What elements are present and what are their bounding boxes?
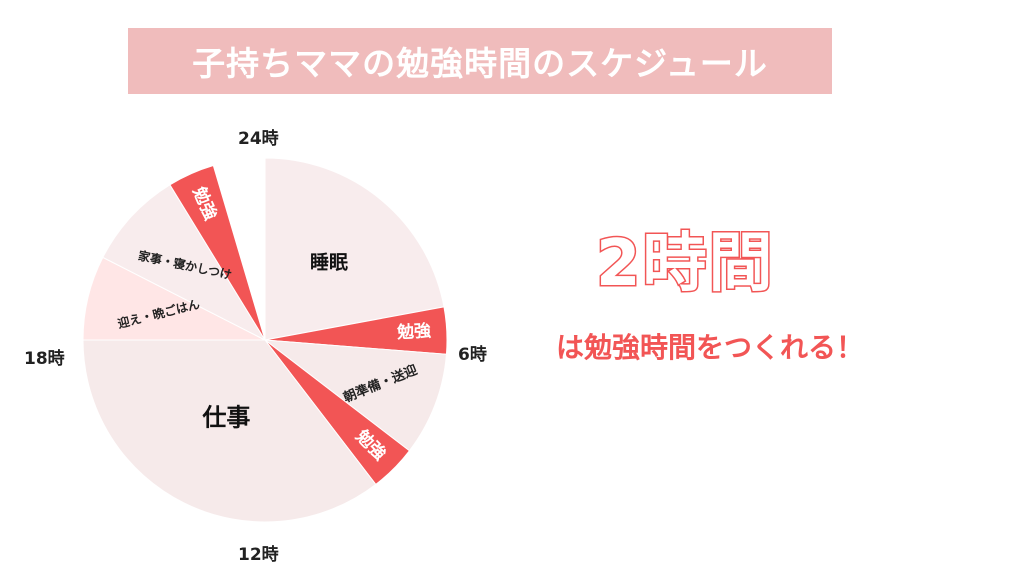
- clock-label-12: 12時: [238, 545, 279, 565]
- pie-slice-4: [82, 339, 377, 523]
- pie-slice-2: [263, 339, 447, 452]
- study-hours-highlight: 2時間: [595, 226, 775, 303]
- study-hours-caption: は勉強時間をつくれる！: [556, 331, 865, 364]
- pie-slice-6: [102, 184, 267, 342]
- pie-slice-0: [264, 157, 445, 341]
- clock-label-18: 18時: [24, 349, 65, 369]
- pie-slice-label-4: 仕事: [201, 403, 250, 431]
- pie-slice-7: [169, 164, 266, 341]
- pie-slice-label-1: 勉強: [395, 320, 431, 343]
- chart-title: 子持ちママの勉強時間のスケジュール: [192, 44, 768, 83]
- title-banner: 子持ちママの勉強時間のスケジュール: [128, 28, 832, 94]
- clock-label-24: 24時: [238, 129, 279, 149]
- pie-slice-label-0: 睡眠: [310, 252, 348, 274]
- clock-label-6: 6時: [458, 345, 487, 365]
